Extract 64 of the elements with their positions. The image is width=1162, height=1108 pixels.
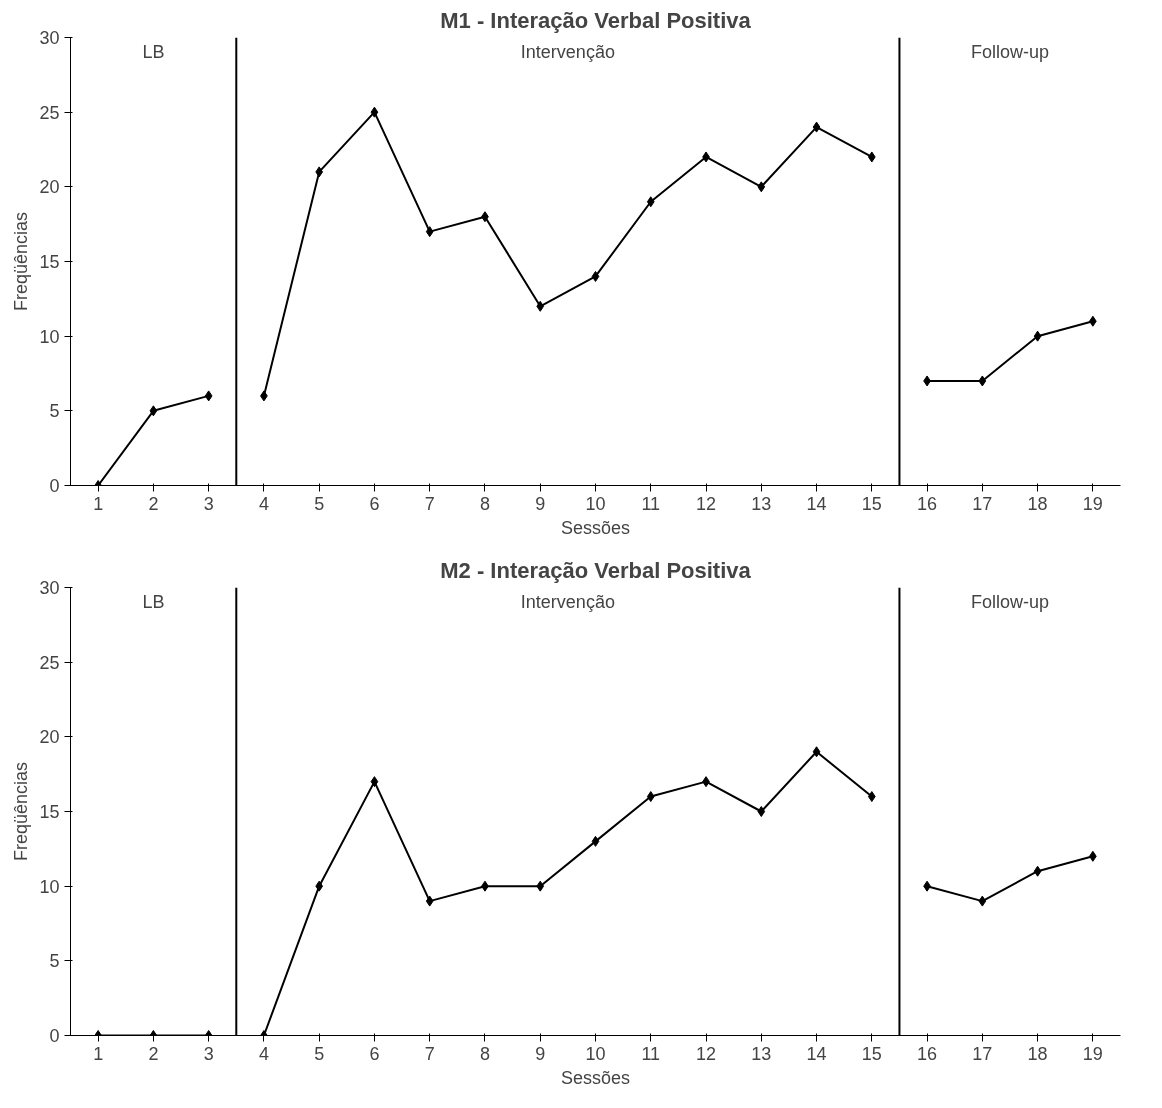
- x-tick-label: 9: [535, 1043, 546, 1064]
- x-tick-label: 12: [696, 1043, 717, 1064]
- y-tick-label: 25: [39, 102, 60, 123]
- annotation: LB: [142, 591, 165, 612]
- y-axis-title: Freqüências: [11, 761, 32, 862]
- x-tick-label: 10: [585, 493, 606, 514]
- x-tick-label: 4: [258, 1043, 269, 1064]
- x-tick-label: 18: [1027, 1043, 1048, 1064]
- x-tick-label: 7: [424, 1043, 435, 1064]
- x-tick-label: 15: [861, 1043, 882, 1064]
- x-tick-label: 2: [148, 493, 159, 514]
- x-tick-label: 7: [424, 493, 435, 514]
- x-tick-label: 12: [696, 493, 717, 514]
- x-tick-label: 1: [93, 1043, 104, 1064]
- y-tick-label: 25: [39, 652, 60, 673]
- x-tick-label: 3: [203, 493, 214, 514]
- y-tick-label: 10: [39, 326, 60, 347]
- x-tick-label: 18: [1027, 493, 1048, 514]
- x-tick-label: 11: [641, 493, 661, 514]
- x-tick-label: 8: [479, 493, 490, 514]
- x-tick-label: 14: [806, 493, 827, 514]
- y-tick-label: 15: [39, 252, 60, 272]
- x-axis-title: Sessões: [560, 1067, 631, 1088]
- x-tick-label: 16: [917, 1043, 938, 1064]
- y-axis-title: Freqüências: [11, 211, 32, 312]
- y-tick-label: 20: [39, 727, 60, 748]
- y-tick-label: 20: [39, 177, 60, 198]
- x-tick-label: 11: [641, 1043, 661, 1064]
- x-tick-label: 19: [1082, 1043, 1103, 1064]
- x-tick-label: 4: [258, 493, 269, 514]
- x-tick-label: 9: [535, 493, 546, 514]
- x-tick-label: 5: [314, 1043, 325, 1064]
- x-axis-title: Sessões: [560, 517, 631, 538]
- x-tick-label: 17: [972, 1043, 993, 1064]
- y-tick-label: 5: [49, 401, 60, 422]
- annotation: LB: [142, 41, 165, 62]
- x-tick-label: 15: [861, 493, 882, 514]
- annotation: Follow-up: [970, 591, 1049, 612]
- y-tick-label: 30: [39, 28, 60, 48]
- x-tick-label: 19: [1082, 493, 1103, 514]
- x-tick-label: 17: [972, 493, 993, 514]
- x-tick-label: 6: [369, 493, 380, 514]
- annotation: Intervenção: [520, 41, 615, 62]
- y-tick-label: 0: [49, 476, 60, 496]
- y-tick-label: 10: [39, 876, 60, 897]
- x-tick-label: 14: [806, 1043, 827, 1064]
- annotation: Intervenção: [520, 591, 615, 612]
- x-tick-label: 8: [479, 1043, 490, 1064]
- annotation: Follow-up: [970, 41, 1049, 62]
- x-tick-label: 6: [369, 1043, 380, 1064]
- chart-title: M1 - Interação Verbal Positiva: [440, 7, 752, 33]
- x-tick-label: 2: [148, 1043, 159, 1064]
- x-tick-label: 3: [203, 1043, 214, 1064]
- x-tick-label: 13: [751, 493, 772, 514]
- x-tick-label: 13: [751, 1043, 772, 1064]
- y-tick-label: 30: [39, 578, 60, 598]
- x-tick-label: 5: [314, 493, 325, 514]
- chart-title: M2 - Interação Verbal Positiva: [440, 557, 752, 583]
- x-tick-label: 1: [93, 493, 104, 514]
- y-tick-label: 0: [49, 1026, 60, 1046]
- y-tick-label: 15: [39, 802, 60, 822]
- y-tick-label: 5: [49, 951, 60, 972]
- x-tick-label: 10: [585, 1043, 606, 1064]
- x-tick-label: 16: [917, 493, 938, 514]
